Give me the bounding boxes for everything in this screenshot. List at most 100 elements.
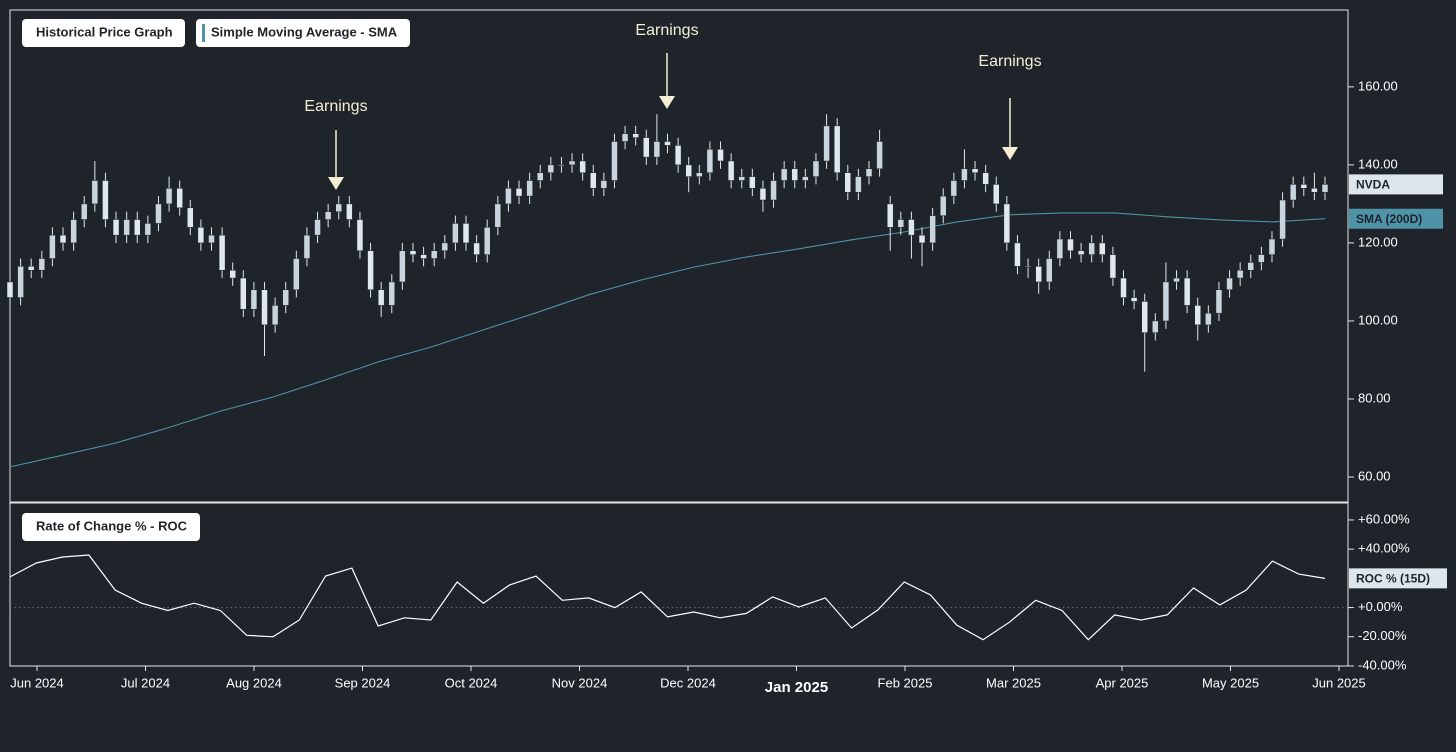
- candle-body: [558, 164, 565, 167]
- candle-body: [1152, 320, 1159, 333]
- candle-body: [706, 149, 714, 173]
- candle-body: [568, 160, 576, 166]
- candle-body: [1109, 254, 1117, 279]
- candle-body: [388, 281, 396, 306]
- candle-body: [70, 219, 77, 244]
- candle-body: [833, 125, 841, 173]
- y-tick-label: 140.00: [1358, 156, 1398, 171]
- candle-body: [1289, 184, 1297, 201]
- candle-body: [961, 168, 968, 181]
- candle-body: [939, 195, 947, 216]
- y-tick-label: +60.00%: [1358, 511, 1410, 526]
- candle-body: [282, 289, 289, 306]
- x-tick-label: Nov 2024: [552, 675, 608, 690]
- candle-body: [38, 258, 46, 271]
- candle-body: [738, 176, 745, 181]
- candle-body: [1162, 281, 1170, 322]
- candle-body: [356, 219, 364, 251]
- candle-body: [600, 180, 608, 189]
- legend-chip-label: Simple Moving Average - SMA: [211, 24, 398, 39]
- candle-body: [494, 203, 502, 228]
- y-tick-label: +0.00%: [1358, 599, 1403, 614]
- y-tick-label: 120.00: [1358, 234, 1398, 249]
- candle-body: [27, 266, 35, 271]
- candle-body: [6, 281, 14, 298]
- candle-body: [229, 269, 236, 279]
- candle-body: [1130, 297, 1138, 302]
- y-tick-label: +40.00%: [1358, 541, 1410, 556]
- candle-body: [420, 254, 427, 259]
- candle-body: [377, 289, 385, 306]
- candle-body: [59, 234, 67, 244]
- candle-body: [1077, 250, 1085, 255]
- candle-body: [1141, 301, 1148, 333]
- candle-body: [261, 289, 268, 326]
- candle-body: [324, 211, 332, 220]
- value-badge-label: SMA (200D): [1356, 212, 1422, 226]
- legend-chip-stripe: [202, 24, 205, 42]
- candle-body: [759, 188, 767, 201]
- candle-body: [547, 164, 555, 173]
- candle-body: [1183, 277, 1191, 306]
- candle-body: [1215, 289, 1223, 314]
- candle-body: [218, 234, 226, 271]
- candle-body: [685, 164, 692, 177]
- annotation-arrowhead: [659, 96, 675, 109]
- candle-body: [112, 219, 120, 236]
- candle-body: [653, 141, 661, 158]
- candle-body: [1311, 188, 1318, 193]
- x-tick-label: May 2025: [1202, 675, 1259, 690]
- candle-body: [197, 227, 205, 244]
- candle-body: [155, 203, 162, 224]
- candle-body: [17, 266, 24, 298]
- value-badge: [1349, 208, 1443, 229]
- candle-body: [1035, 266, 1042, 283]
- price-panel: [9, 9, 1349, 503]
- candle-body: [187, 207, 194, 228]
- annotation-label: Earnings: [635, 22, 698, 39]
- candle-body: [80, 203, 88, 220]
- candle-body: [1236, 269, 1244, 279]
- candle-body: [855, 176, 862, 193]
- candle-body: [1099, 242, 1106, 255]
- legend-chip-label: Historical Price Graph: [36, 24, 173, 39]
- candle-body: [1024, 266, 1032, 268]
- candle-body: [208, 234, 215, 244]
- candle-body: [91, 180, 99, 205]
- candle-body: [1321, 184, 1329, 193]
- candle-body: [399, 250, 406, 283]
- value-badge: [1349, 568, 1447, 589]
- x-tick-label: Apr 2025: [1096, 675, 1149, 690]
- candle-body: [886, 203, 894, 228]
- y-tick-label: 100.00: [1358, 312, 1398, 327]
- candle-body: [1046, 258, 1053, 283]
- candle-body: [102, 180, 109, 220]
- candle-body: [346, 203, 353, 220]
- candle-body: [1258, 254, 1265, 263]
- candle-body: [749, 176, 756, 189]
- x-tick-label: Mar 2025: [986, 675, 1041, 690]
- candle-body: [505, 188, 512, 205]
- candle-body: [993, 184, 1000, 205]
- annotation-label: Earnings: [978, 53, 1041, 70]
- x-tick-label: Sep 2024: [335, 675, 391, 690]
- candle-body: [335, 203, 342, 212]
- candle-body: [579, 160, 586, 173]
- y-tick-label: -20.00%: [1358, 628, 1407, 643]
- candle-body: [727, 160, 735, 181]
- candle-body: [303, 234, 311, 259]
- candle-body: [144, 223, 152, 236]
- roc-panel: [9, 502, 1349, 667]
- candle-body: [49, 234, 56, 259]
- candle-body: [982, 172, 989, 185]
- candle-body: [515, 188, 523, 197]
- value-badge: [1349, 174, 1443, 195]
- candle-body: [409, 250, 417, 255]
- candle-body: [812, 160, 820, 177]
- y-tick-label: 80.00: [1358, 390, 1391, 405]
- candle-body: [1003, 203, 1011, 244]
- candle-body: [780, 168, 788, 181]
- y-tick-label: -40.00%: [1358, 657, 1407, 672]
- candle-body: [1194, 305, 1201, 326]
- legend-chip: [196, 19, 410, 47]
